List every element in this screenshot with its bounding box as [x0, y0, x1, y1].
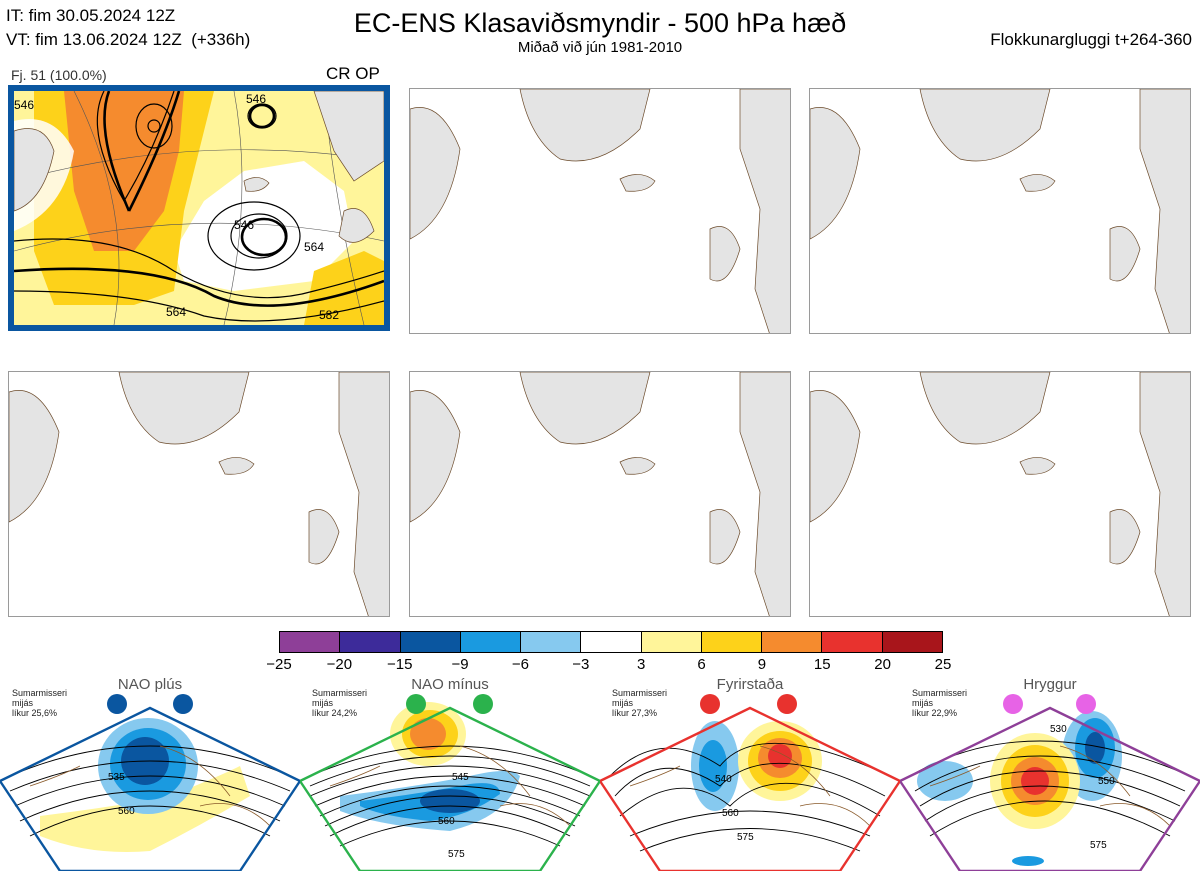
regime-blocking[interactable]: 540 560 575 Fyrirstaða Sumarmisseri mijá…: [600, 676, 900, 871]
base-map: [810, 89, 1190, 333]
regime-name: Fyrirstaða: [716, 676, 784, 693]
contour-label: 546: [246, 92, 266, 106]
base-map: [410, 89, 790, 333]
colorbar-tick-label: −15: [386, 656, 413, 673]
regime-note: Sumarmisseri mijás líkur 22,9%: [912, 688, 968, 718]
regime-map: 545 560 575: [300, 702, 600, 871]
contour-label: 546: [14, 98, 34, 112]
cluster-map-panel-5[interactable]: [409, 371, 791, 617]
colorbar-segment: [581, 632, 642, 652]
regime-note: Sumarmisseri mijás líkur 25,6%: [12, 688, 68, 718]
valid-time: VT: fim 13.06.2024 12Z (+336h): [6, 30, 251, 49]
regime-marker-icon: [1003, 694, 1023, 714]
regime-map: 535 560: [0, 706, 300, 871]
regime-name: Hryggur: [1023, 676, 1077, 693]
regime-ridge[interactable]: 530 550 575 Hryggur Sumarmisseri mijás l…: [900, 676, 1200, 871]
regime-marker-icon: [473, 694, 493, 714]
anomaly-colorbar: [279, 631, 943, 653]
colorbar-segment: [460, 632, 522, 652]
regime-note: Sumarmisseri mijás líkur 27,3%: [612, 688, 668, 718]
run-info: IT: fim 30.05.2024 12Z VT: fim 13.06.202…: [6, 4, 250, 52]
colorbar-segment: [400, 632, 461, 652]
regime-marker-icon: [173, 694, 193, 714]
regime-note: Sumarmisseri mijás líkur 24,2%: [312, 688, 368, 718]
colorbar-segment: [701, 632, 763, 652]
regime-label: 575: [1090, 840, 1107, 851]
colorbar-segment: [882, 632, 942, 652]
cluster-map-panel-3[interactable]: [809, 88, 1191, 334]
cluster-map-panel-4[interactable]: [8, 371, 390, 617]
colorbar-tick-label: −3: [572, 656, 590, 673]
contour-label: 582: [319, 308, 339, 322]
base-map: [810, 372, 1190, 616]
regime-marker-icon: [406, 694, 426, 714]
regime-map: 530 550 575: [900, 706, 1200, 871]
colorbar-segment: [822, 632, 883, 652]
colorbar-tick-label: 9: [757, 656, 767, 673]
cluster-map-panel-2[interactable]: [409, 88, 791, 334]
regime-label: 575: [448, 849, 465, 860]
contour-label: 546: [234, 218, 254, 232]
regime-marker-icon: [107, 694, 127, 714]
cluster-label: Fj. 51 (100.0%): [11, 67, 107, 83]
base-map: [9, 372, 389, 616]
contour-label: 564: [166, 305, 186, 319]
colorbar-tick-label: −6: [511, 656, 530, 673]
cluster-map: 546 546 564 564 582 546: [14, 91, 384, 325]
regime-nao-minus[interactable]: 545 560 575 NAO mínus Sumarmisseri mijás…: [300, 676, 600, 871]
regime-label: 560: [722, 808, 739, 819]
regime-marker-icon: [1076, 694, 1096, 714]
regime-label: 535: [108, 772, 125, 783]
regime-label: 575: [737, 832, 754, 843]
colorbar-tick-label: 15: [813, 656, 831, 673]
colorbar-tick-label: 6: [697, 656, 706, 673]
colorbar-tick-label: 20: [874, 656, 891, 673]
regime-label: 545: [452, 772, 469, 783]
colorbar-segment: [641, 632, 702, 652]
cluster-map-panel-6[interactable]: [809, 371, 1191, 617]
colorbar-tick-label: 25: [934, 656, 952, 673]
colorbar-segment: [340, 632, 401, 652]
colorbar-tick-label: −20: [326, 656, 353, 673]
regime-label: 550: [1098, 776, 1115, 787]
regime-name: NAO plús: [117, 676, 183, 693]
regime-label: 560: [118, 806, 135, 817]
cluster-map-panel[interactable]: 546 546 564 564 582 546: [8, 85, 390, 331]
regime-marker-icon: [700, 694, 720, 714]
page-subtitle: Miðað við jún 1981-2010: [517, 39, 683, 56]
regime-label: 560: [438, 816, 455, 827]
colorbar-segment: [280, 632, 341, 652]
colorbar-segment: [521, 632, 582, 652]
regime-marker-icon: [777, 694, 797, 714]
cluster-tag: CR OP: [326, 64, 380, 83]
base-map: [410, 372, 790, 616]
colorbar-tick-label: 3: [637, 656, 646, 673]
classification-window: Flokkunargluggi t+264-360: [990, 30, 1192, 49]
initial-time: IT: fim 30.05.2024 12Z: [6, 6, 176, 25]
regime-name: NAO mínus: [411, 676, 489, 693]
regime-label: 540: [715, 774, 732, 785]
colorbar-tick-label: −25: [266, 656, 292, 673]
regime-nao-plus[interactable]: 535 560 NAO plús Sumarmisseri mijás líku…: [0, 676, 300, 871]
regime-label: 530: [1050, 724, 1067, 735]
regime-map: 540 560 575: [600, 706, 900, 871]
colorbar-segment: [762, 632, 823, 652]
contour-label: 564: [304, 240, 324, 254]
page-title: EC-ENS Klasaviðsmyndir - 500 hPa hæð: [353, 8, 847, 38]
colorbar-tick-label: −9: [451, 656, 469, 673]
